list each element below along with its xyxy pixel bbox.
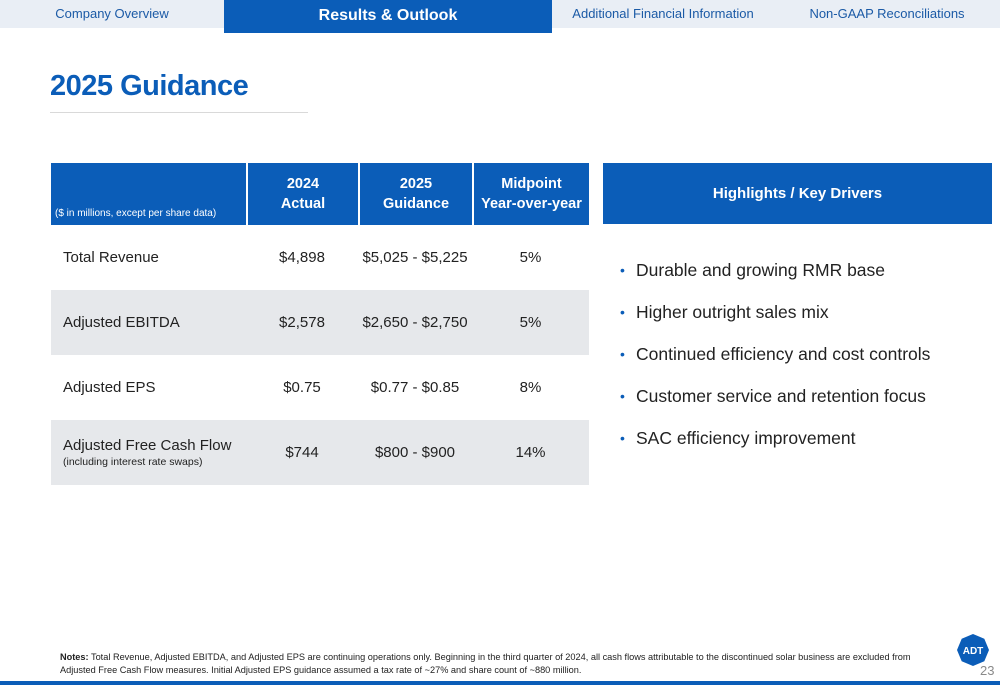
unit-note: ($ in millions, except per share data) [55, 208, 217, 219]
list-item: • SAC efficiency improvement [620, 424, 930, 466]
header-line: Year-over-year [481, 196, 582, 212]
guidance-table: ($ in millions, except per share data) 2… [51, 163, 589, 485]
actual-value: $4,898 [279, 249, 325, 266]
actual-value: $2,578 [279, 314, 325, 331]
header-line: Midpoint [501, 176, 562, 192]
metric-label: Adjusted EPS [63, 355, 156, 420]
header-line: Actual [280, 196, 326, 212]
header-2025-guidance: 2025 Guidance [358, 163, 472, 225]
table-header: ($ in millions, except per share data) 2… [51, 163, 589, 225]
yoy-value: 14% [515, 444, 546, 461]
yoy-value: 8% [519, 379, 542, 396]
highlight-text: Durable and growing RMR base [636, 260, 886, 280]
bullet-icon: • [620, 430, 625, 446]
bullet-icon: • [620, 388, 625, 404]
list-item: • Higher outright sales mix [620, 298, 930, 340]
title-divider [50, 112, 308, 113]
top-navigation: Company Overview Results & Outlook Addit… [0, 0, 1000, 33]
notes-label: Notes: [60, 652, 89, 662]
highlights-header: Highlights / Key Drivers [603, 163, 992, 224]
notes-text: Total Revenue, Adjusted EBITDA, and Adju… [60, 652, 911, 675]
list-item: • Continued efficiency and cost controls [620, 340, 930, 382]
metric-label: Adjusted EBITDA [63, 290, 180, 355]
header-line: 2025 [399, 176, 433, 192]
footnotes: Notes: Total Revenue, Adjusted EBITDA, a… [60, 651, 940, 676]
guidance-value: $5,025 - $5,225 [362, 249, 468, 266]
table-row: Adjusted Free Cash Flow (including inter… [51, 420, 589, 485]
highlight-text: Higher outright sales mix [636, 302, 829, 322]
highlight-text: Continued efficiency and cost controls [636, 344, 931, 364]
highlights-list: • Durable and growing RMR base • Higher ou… [620, 256, 930, 466]
metric-name: Adjusted EBITDA [63, 314, 180, 331]
bullet-icon: • [620, 304, 625, 320]
logo-text: ADT [963, 646, 984, 657]
tab-additional-financial-information[interactable]: Additional Financial Information [552, 0, 774, 28]
adt-logo-icon: ADT [957, 634, 989, 666]
yoy-value: 5% [519, 314, 542, 331]
bottom-bar [0, 681, 1000, 685]
list-item: • Customer service and retention focus [620, 382, 930, 424]
bullet-icon: • [620, 346, 625, 362]
metric-subnote: (including interest rate swaps) [63, 456, 203, 468]
table-row: Adjusted EPS $0.75 $0.77 - $0.85 8% [51, 355, 589, 420]
actual-value: $744 [285, 444, 319, 461]
header-midpoint-yoy: Midpoint Year-over-year [472, 163, 589, 225]
metric-name: Adjusted Free Cash Flow [63, 437, 232, 454]
metric-label: Total Revenue [63, 225, 159, 290]
metric-label: Adjusted Free Cash Flow (including inter… [63, 420, 231, 485]
header-2024-actual: 2024 Actual [246, 163, 358, 225]
header-line: Guidance [382, 196, 450, 212]
guidance-value: $2,650 - $2,750 [362, 314, 468, 331]
yoy-value: 5% [519, 249, 542, 266]
guidance-value: $800 - $900 [374, 444, 456, 461]
bullet-icon: • [620, 262, 625, 278]
actual-value: $0.75 [283, 379, 321, 396]
page-number: 23 [980, 663, 995, 678]
page-title: 2025 Guidance [50, 70, 249, 102]
list-item: • Durable and growing RMR base [620, 256, 930, 298]
tab-results-outlook[interactable]: Results & Outlook [224, 0, 552, 33]
table-row: Total Revenue $4,898 $5,025 - $5,225 5% [51, 225, 589, 290]
table-row: Adjusted EBITDA $2,578 $2,650 - $2,750 5… [51, 290, 589, 355]
highlight-text: Customer service and retention focus [636, 386, 926, 406]
metric-name: Total Revenue [63, 249, 159, 266]
header-line: 2024 [286, 176, 320, 192]
tab-company-overview[interactable]: Company Overview [0, 0, 224, 28]
guidance-value: $0.77 - $0.85 [370, 379, 460, 396]
highlight-text: SAC efficiency improvement [636, 428, 856, 448]
metric-name: Adjusted EPS [63, 379, 156, 396]
tab-non-gaap-reconciliations[interactable]: Non-GAAP Reconciliations [774, 0, 1000, 28]
